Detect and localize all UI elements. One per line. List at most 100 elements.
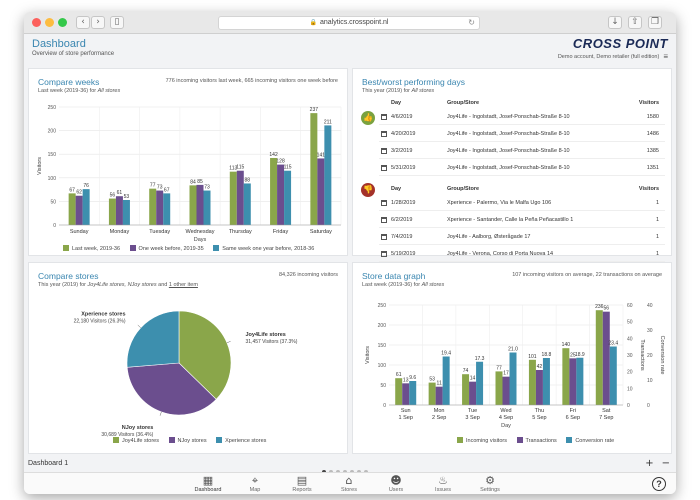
- data-label: 17: [503, 371, 509, 377]
- calendar-icon: [381, 131, 387, 139]
- bar: [115, 196, 123, 225]
- other-item-link[interactable]: 1 other item: [168, 282, 198, 288]
- x-tick-label: Wednesday: [186, 229, 215, 235]
- legend-swatch: [168, 437, 175, 443]
- bar: [576, 357, 584, 405]
- table-row[interactable]: 5/31/2019 Joy4Life - Ingolstadt, Josef-Po…: [379, 160, 665, 176]
- remove-dashboard-button[interactable]: −: [661, 458, 670, 469]
- data-label: 62: [76, 190, 82, 196]
- data-label: 113: [229, 166, 237, 172]
- legend-item[interactable]: One week before, 2019-35: [129, 245, 204, 252]
- data-label: 77: [496, 365, 502, 371]
- nav-issues[interactable]: ♨ Issues: [423, 474, 463, 493]
- nav-map[interactable]: ⌖ Map: [235, 474, 275, 493]
- compare-stores-subtitle: This year (2019) for Joy4Life stores, NJ…: [38, 282, 198, 288]
- store-data-subtitle: Last week (2019-36) for All stores: [362, 282, 444, 288]
- lock-icon: 🔒: [309, 20, 317, 26]
- back-button[interactable]: ‹: [76, 16, 90, 29]
- x-tick-label: Friday: [273, 229, 289, 235]
- pie-label-name: NJoy stores: [122, 425, 154, 431]
- row-day: 6/2/2019: [391, 217, 413, 223]
- x-tick-label: 3 Sep: [465, 415, 479, 421]
- legend-item[interactable]: Last week, 2019-36: [63, 245, 121, 252]
- y2-tick-label: 40: [627, 336, 633, 342]
- y-tick-label: 100: [48, 176, 57, 182]
- reload-icon[interactable]: ↻: [468, 18, 475, 27]
- row-visitors: 1: [655, 217, 659, 223]
- share-button[interactable]: ⇧: [628, 16, 642, 29]
- maximize-window-button[interactable]: [58, 18, 67, 27]
- data-label: 14: [470, 376, 476, 382]
- legend-label: Same week one year before, 2018-36: [222, 246, 315, 252]
- bar: [229, 171, 237, 225]
- sidebar-toggle-button[interactable]: ▯: [110, 16, 124, 29]
- header-group: Group/Store: [447, 100, 480, 106]
- compare-weeks-subtitle-text: Last week (2019-36) for: [38, 88, 98, 94]
- forward-button[interactable]: ›: [91, 16, 105, 29]
- legend-label: Last week, 2019-36: [72, 246, 121, 252]
- y3-tick-label: 20: [647, 353, 653, 359]
- table-row[interactable]: 5/19/2019 Joy4Life - Verona, Corso di Por…: [379, 246, 665, 262]
- table-row[interactable]: 1/28/2019 Xperience - Palermo, Via le Mal…: [379, 195, 665, 211]
- x-tick-label: Thu: [535, 408, 544, 414]
- dashboard-name[interactable]: Dashboard 1: [28, 460, 69, 467]
- pie-slice: [178, 310, 232, 400]
- hamburger-menu-icon[interactable]: ≡: [663, 52, 668, 61]
- compare-stores-summary: 84,326 incoming visitors: [278, 272, 338, 278]
- legend-swatch: [129, 245, 136, 251]
- data-label: 56: [604, 306, 610, 312]
- row-day: 1/28/2019: [391, 200, 416, 206]
- table-header: Day Group/Store Visitors: [379, 95, 665, 111]
- nav-stores[interactable]: ⌂ Stores: [329, 474, 369, 493]
- tabs-button[interactable]: ❐: [648, 16, 662, 29]
- data-label: 17.3: [475, 356, 485, 362]
- legend-item[interactable]: Joy4Life stores: [113, 437, 159, 444]
- table-row[interactable]: 4/20/2019 Joy4Life - Ingolstadt, Josef-Po…: [379, 126, 665, 142]
- nav-dashboard[interactable]: ▦ Dashboard: [188, 474, 228, 493]
- crosspoint-logo: CROSS POINT: [572, 36, 668, 51]
- row-visitors: 1486: [646, 131, 659, 137]
- legend-item[interactable]: Transactions: [516, 437, 557, 444]
- store-data-subtitle-stores: All stores: [421, 282, 445, 288]
- add-dashboard-button[interactable]: +: [645, 458, 654, 469]
- y2-tick-label: 0: [627, 403, 630, 409]
- table-row[interactable]: 3/2/2019 Joy4Life - Ingolstadt, Josef-Pon…: [379, 143, 665, 159]
- y2-tick-label: 60: [627, 303, 633, 309]
- nav-settings[interactable]: ⚙ Settings: [470, 474, 510, 493]
- table-row[interactable]: 4/6/2019 Joy4Life - Ingolstadt, Josef-Pon…: [379, 109, 665, 125]
- legend-item[interactable]: Conversion rate: [566, 437, 614, 444]
- nav-reports[interactable]: ▤ Reports: [282, 474, 322, 493]
- nav-label: Map: [249, 487, 261, 493]
- download-button[interactable]: ↓: [608, 16, 622, 29]
- account-info: Demo account, Demo retailer (full editio…: [558, 52, 668, 61]
- nav-users[interactable]: ☻ Users: [376, 474, 416, 493]
- legend-swatch: [216, 437, 223, 443]
- data-label: 84: [190, 179, 196, 185]
- address-bar[interactable]: 🔒 analytics.crosspoint.nl ↻: [218, 16, 480, 30]
- data-label: 67: [164, 187, 170, 193]
- close-window-button[interactable]: [32, 18, 41, 27]
- best-worst-card: Best/worst performing days This year (20…: [352, 68, 672, 262]
- table-row[interactable]: 7/4/2019 Joy4Life - Aalborg, Østerågade 1…: [379, 229, 665, 245]
- store-icon: ⌂: [345, 474, 353, 487]
- data-label: 18.9: [575, 352, 585, 358]
- minimize-window-button[interactable]: [45, 18, 54, 27]
- compare-weeks-legend: Last week, 2019-36 One week before, 2019…: [63, 245, 322, 252]
- x-tick-label: 6 Sep: [566, 415, 580, 421]
- help-button[interactable]: ?: [652, 477, 666, 491]
- legend-item[interactable]: NJoy stores: [168, 437, 207, 444]
- x-tick-label: 7 Sep: [599, 415, 613, 421]
- account-label: Demo account, Demo retailer (full editio…: [557, 53, 660, 60]
- data-label: 61: [117, 190, 123, 196]
- x-tick-label: Thursday: [229, 229, 252, 235]
- bar: [395, 378, 403, 405]
- data-label: 77: [150, 183, 156, 189]
- table-row[interactable]: 6/2/2019 Xperience - Santander, Calle la …: [379, 212, 665, 228]
- legend-swatch: [213, 245, 220, 251]
- url-text: analytics.crosspoint.nl: [320, 19, 389, 26]
- row-day: 7/4/2019: [391, 234, 413, 240]
- legend-item[interactable]: Xperience stores: [216, 437, 266, 444]
- legend-item[interactable]: Incoming visitors: [457, 437, 507, 444]
- legend-item[interactable]: Same week one year before, 2018-36: [213, 245, 315, 252]
